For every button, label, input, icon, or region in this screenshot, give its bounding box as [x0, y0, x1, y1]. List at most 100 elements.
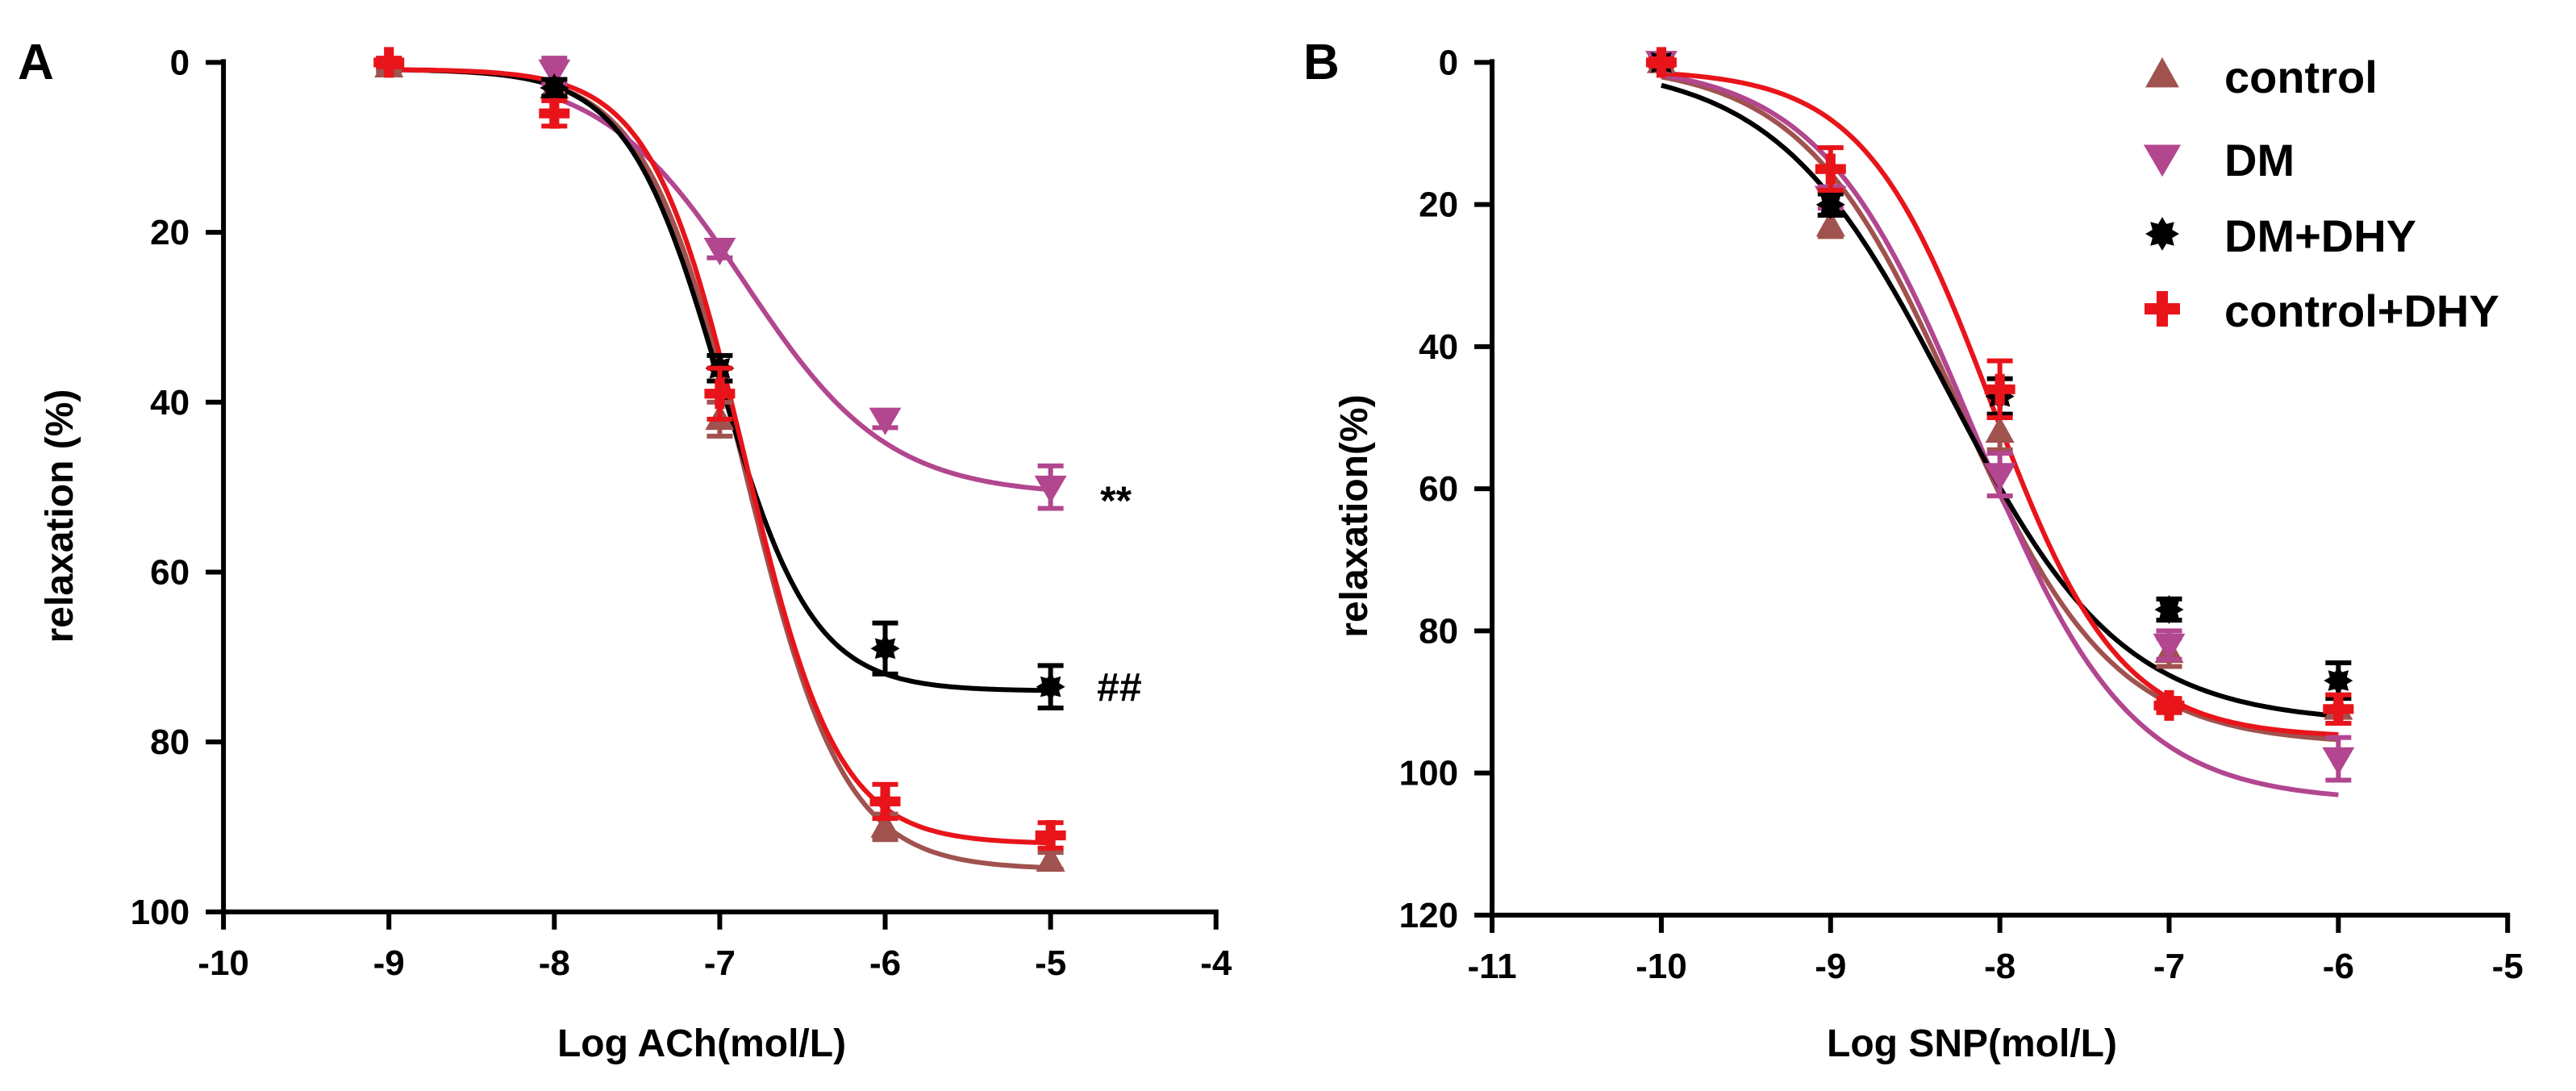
panel-b-y-tick-label: 20: [1419, 185, 1458, 225]
panel-a-point-dm: [703, 237, 736, 266]
panel-b-point-control-dhy: [2323, 692, 2354, 726]
panel-a-x-tick-label: -8: [539, 943, 570, 983]
marker-control-dhy: [1645, 47, 1677, 78]
marker-dm: [538, 59, 571, 87]
panel-b-x-axis-label: Log SNP(mol/L): [1827, 1022, 2117, 1065]
legend-item-control: control: [2145, 52, 2378, 102]
marker-dm-dhy: [540, 73, 569, 103]
panel-a-point-dm: [869, 407, 902, 435]
marker-dm-dhy: [1815, 189, 1845, 219]
marker-control-dhy: [2323, 693, 2354, 725]
marker-control: [1985, 416, 2015, 443]
panel-b-point-dm: [1983, 451, 2016, 498]
panel-a-y-tick-label: 100: [131, 893, 190, 932]
panel-b-axes: 0 20 40 60 80 100 120-11 -10 -9 -8 -7 -6 -5: [1399, 43, 2524, 985]
panel-a-axes: 0 20 40 60 80 100-10 -9 -8 -7 -6 -5 -4: [131, 43, 1232, 982]
panel-b-y-tick-label: 0: [1439, 43, 1458, 82]
panel-a-x-tick-label: -6: [869, 943, 901, 983]
marker-control: [1036, 845, 1065, 872]
panel-b-y-tick-label: 100: [1399, 754, 1458, 793]
panel-a-data-points: [373, 47, 1067, 872]
panel-a-x-tick-label: -10: [198, 943, 249, 983]
panel-b-point-control-dhy: [2153, 689, 2185, 721]
panel-b-x-tick-label: -10: [1636, 947, 1687, 986]
panel-b-point-control-dhy: [1645, 47, 1677, 78]
legend-symbol-control-dhy: [2145, 291, 2180, 327]
panel-a-letter: A: [18, 35, 54, 90]
panel-a-significance-annotation: **: [1100, 478, 1132, 523]
panel-b-y-tick-label: 40: [1419, 327, 1458, 367]
legend-symbol-control: [2145, 57, 2179, 88]
panel-a-y-tick-label: 60: [150, 552, 190, 592]
panel-b-x-tick-label: -7: [2153, 947, 2185, 986]
panel-a-y-axis-label: relaxation (%): [39, 389, 81, 643]
panel-b: B 0 20 40 60 80 100 120-11 -10 -9 -8 -7 -6 -5 Log SN…: [1303, 35, 2524, 1065]
legend: control DM DM+DHY control+DHY: [2143, 52, 2499, 336]
panel-a-x-axis-label: Log ACh(mol/L): [557, 1022, 846, 1065]
panel-b-point-dm-dhy: [1815, 189, 1845, 219]
panel-a-fit-control-dhy: [389, 67, 1051, 846]
panel-b-letter: B: [1303, 35, 1340, 90]
marker-dm: [703, 237, 736, 266]
panel-a-annotations: ** ##: [1097, 478, 1142, 710]
panel-a-point-control-dhy: [869, 781, 901, 821]
panel-a-y-tick-label: 20: [150, 213, 190, 252]
panel-a-point-control-dhy: [373, 47, 405, 78]
panel-b-x-tick-label: -8: [1984, 947, 2015, 986]
panel-a-x-tick-label: -9: [373, 943, 405, 983]
legend-marker-control-dhy: [2145, 291, 2180, 327]
marker-control-dhy: [539, 98, 570, 129]
marker-dm-dhy: [2154, 594, 2184, 624]
marker-dm-dhy: [1036, 672, 1065, 702]
panel-b-x-tick-label: -11: [1467, 947, 1516, 986]
marker-dm-dhy: [870, 634, 900, 664]
panel-a-fit-dm: [553, 94, 1051, 493]
legend-marker-dm-dhy: [2145, 217, 2179, 251]
legend-label-control-dhy: control+DHY: [2224, 285, 2499, 336]
panel-a-point-dm: [1034, 463, 1067, 511]
panel-b-y-axis-label: relaxation(%): [1333, 394, 1376, 637]
panel-a-significance-annotation: ##: [1097, 665, 1142, 710]
panel-a: A 0 20 40 60 80 100-10 -9 -8 -7 -6 -5 -4 ** ## Log A…: [18, 35, 1232, 1065]
panel-b-point-control-dhy: [1984, 358, 2015, 421]
marker-dm-dhy: [2324, 666, 2353, 696]
panel-b-y-tick-label: 60: [1419, 469, 1458, 509]
legend-marker-dm: [2143, 144, 2182, 177]
marker-dm: [1034, 475, 1067, 504]
marker-control-dhy: [704, 378, 736, 410]
legend-symbol-dm-dhy: [2145, 217, 2179, 251]
legend-item-dm-dhy: DM+DHY: [2145, 210, 2416, 261]
panel-a-point-control-dhy: [704, 365, 736, 422]
panel-b-data-points: [1644, 47, 2355, 783]
panel-b-point-dm: [2322, 735, 2355, 783]
panel-a-y-tick-label: 80: [150, 722, 190, 762]
panel-b-y-tick-label: 120: [1399, 896, 1458, 935]
marker-control: [1815, 210, 1845, 237]
panel-a-point-dm-dhy: [870, 620, 900, 677]
panel-a-fit-curves: [389, 67, 1051, 871]
panel-b-x-tick-label: -5: [2492, 947, 2524, 986]
legend-symbol-dm: [2143, 144, 2182, 177]
legend-item-dm: DM: [2143, 135, 2295, 185]
panel-b-point-control-dhy: [1815, 145, 1846, 194]
panel-b-y-tick-label: 80: [1419, 611, 1458, 651]
marker-dm: [2322, 747, 2355, 775]
panel-a-point-control-dhy: [1035, 820, 1066, 852]
legend-label-dm-dhy: DM+DHY: [2224, 210, 2416, 261]
panel-a-x-tick-label: -5: [1035, 943, 1066, 983]
marker-control-dhy: [1984, 373, 2015, 405]
panel-a-y-tick-label: 40: [150, 383, 190, 423]
marker-control-dhy: [373, 47, 405, 78]
legend-label-control: control: [2224, 52, 2378, 102]
legend-item-control-dhy: control+DHY: [2145, 285, 2499, 336]
marker-dm: [2153, 633, 2186, 661]
marker-control: [870, 811, 900, 838]
panel-a-point-control-dhy: [539, 98, 570, 129]
legend-label-dm: DM: [2224, 135, 2295, 185]
marker-dm: [1983, 463, 2016, 491]
panel-b-x-tick-label: -9: [1815, 947, 1846, 986]
panel-b-point-dm: [2153, 628, 2186, 662]
panel-a-point-dm-dhy: [540, 73, 569, 103]
marker-dm: [869, 407, 902, 435]
